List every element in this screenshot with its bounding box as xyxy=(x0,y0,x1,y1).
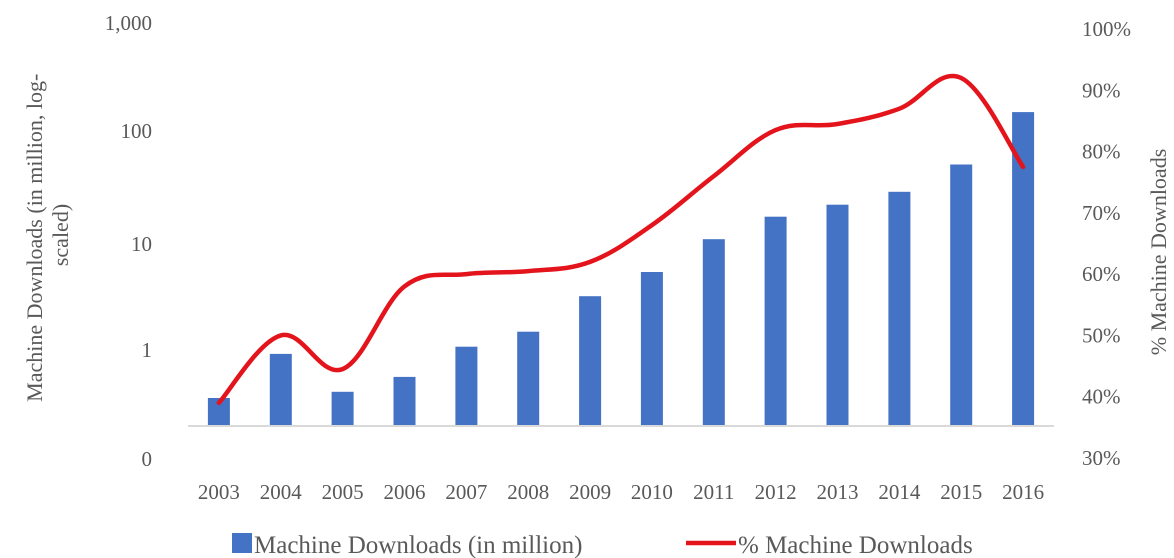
bar-2012 xyxy=(764,216,787,426)
x-tick-label: 2013 xyxy=(817,480,859,504)
left-axis-title: Machine Downloads (in million, log- scal… xyxy=(22,68,73,402)
bar-2009 xyxy=(579,296,602,426)
left-tick-label: 1,000 xyxy=(105,11,152,35)
left-axis-title-line-1: Machine Downloads (in million, log- xyxy=(22,74,47,402)
right-tick-label: 50% xyxy=(1082,323,1121,347)
bar-2016 xyxy=(1012,112,1035,426)
x-axis-ticks: 2003 2004 2005 2006 2007 2008 2009 2010 2011 2012… xyxy=(198,480,1044,504)
x-tick-label: 2016 xyxy=(1002,480,1044,504)
bar-2005 xyxy=(331,391,354,426)
x-tick-label: 2007 xyxy=(445,480,487,504)
x-tick-label: 2006 xyxy=(384,480,426,504)
bar-2015 xyxy=(950,164,973,426)
bars-layer xyxy=(207,112,1035,426)
bar-2008 xyxy=(517,331,540,426)
left-tick-label: 0 xyxy=(142,447,153,471)
right-tick-label: 40% xyxy=(1082,385,1121,409)
right-axis-title: % Machine Downloads xyxy=(1146,149,1171,356)
x-tick-label: 2005 xyxy=(322,480,364,504)
legend-swatch-bar xyxy=(232,533,252,553)
x-tick-label: 2015 xyxy=(940,480,982,504)
x-tick-label: 2014 xyxy=(878,480,921,504)
bar-2011 xyxy=(702,239,725,426)
bar-2006 xyxy=(393,376,416,426)
right-tick-label: 60% xyxy=(1082,262,1121,286)
bar-2010 xyxy=(640,272,663,426)
legend-label-bar: Machine Downloads (in million) xyxy=(254,532,582,558)
left-tick-label: 1 xyxy=(142,338,153,362)
left-tick-label: 100 xyxy=(121,119,153,143)
legend-label-line: % Machine Downloads xyxy=(738,532,973,558)
right-tick-label: 100% xyxy=(1082,17,1131,41)
x-tick-label: 2012 xyxy=(755,480,797,504)
line-percent-machine-downloads xyxy=(216,73,1026,406)
x-tick-label: 2004 xyxy=(260,480,303,504)
left-axis-title-line-2: scaled) xyxy=(48,204,73,266)
right-tick-label: 80% xyxy=(1082,140,1121,164)
right-tick-label: 70% xyxy=(1082,201,1121,225)
left-tick-label: 10 xyxy=(131,232,152,256)
bar-2004 xyxy=(269,353,292,426)
x-tick-label: 2003 xyxy=(198,480,240,504)
bar-2014 xyxy=(888,191,911,426)
x-tick-label: 2009 xyxy=(569,480,611,504)
bar-2013 xyxy=(826,204,849,426)
x-tick-label: 2010 xyxy=(631,480,673,504)
right-tick-label: 90% xyxy=(1082,78,1121,102)
x-tick-label: 2008 xyxy=(507,480,549,504)
right-tick-label: 30% xyxy=(1082,446,1121,470)
bar-2007 xyxy=(455,346,478,426)
line-layer xyxy=(216,73,1026,406)
right-axis-ticks: 100% 90% 80% 70% 60% 50% 40% 30% xyxy=(1082,17,1131,470)
x-tick-label: 2011 xyxy=(693,480,734,504)
legend: Machine Downloads (in million) % Machine… xyxy=(232,532,973,558)
bar-2003 xyxy=(207,398,230,426)
